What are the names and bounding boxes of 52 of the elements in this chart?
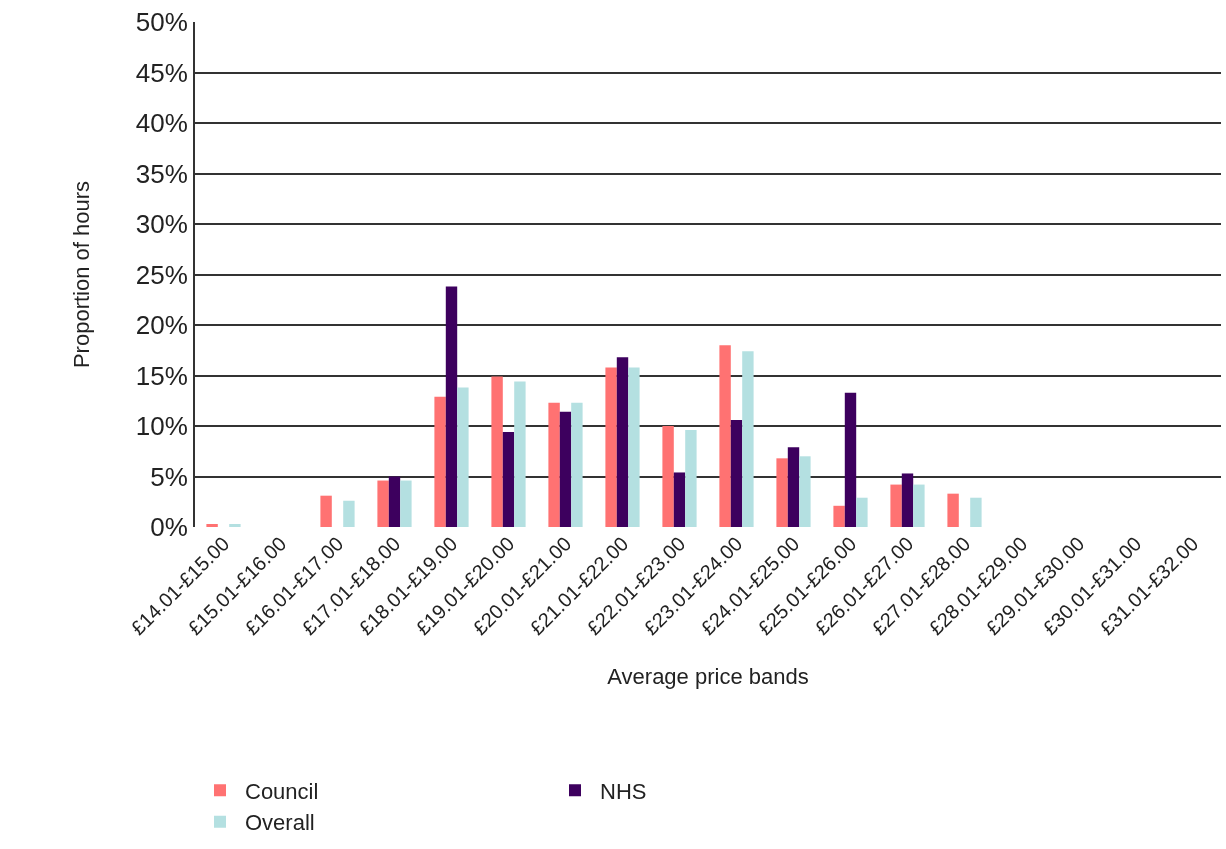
y-tick-label: 15% [135, 360, 188, 391]
bar [559, 411, 572, 527]
bar [890, 484, 902, 527]
y-tick-label: 50% [135, 7, 188, 38]
y-tick-label: 25% [135, 259, 188, 290]
y-tick-label: 35% [135, 158, 188, 189]
bar [605, 367, 617, 527]
y-tick-label: 5% [150, 461, 188, 492]
y-tick-label: 45% [135, 57, 188, 88]
bar [616, 357, 629, 527]
bar [901, 473, 914, 527]
bar [491, 376, 503, 527]
bar [799, 456, 811, 527]
bar [787, 447, 800, 527]
bar [548, 402, 560, 527]
bar [388, 476, 401, 527]
bar [377, 480, 389, 527]
bar [502, 432, 515, 527]
legend-label: Overall [245, 810, 315, 836]
y-tick-label: 0% [150, 512, 188, 543]
bar [685, 430, 697, 527]
bar [856, 497, 868, 527]
y-tick-label: 40% [135, 108, 188, 139]
bar [662, 426, 674, 527]
bar [628, 367, 640, 527]
bar [719, 345, 731, 527]
bar [730, 419, 743, 527]
bar [947, 493, 959, 527]
bar [434, 396, 446, 527]
legend-label: Council [245, 778, 319, 804]
y-tick-label: 20% [135, 310, 188, 341]
y-tick-label: 10% [135, 411, 188, 442]
bar [833, 505, 845, 527]
bar [844, 392, 857, 527]
bar [776, 458, 788, 527]
bar [970, 497, 982, 527]
bar [571, 402, 583, 527]
bar [320, 495, 332, 527]
bar [445, 286, 458, 527]
y-axis-title: Proportion of hours [69, 180, 95, 369]
bar [229, 523, 241, 527]
bar [400, 480, 412, 527]
bar [206, 523, 218, 527]
y-tick-label: 30% [135, 209, 188, 240]
x-axis-title: Average price bands [607, 664, 809, 690]
bar [457, 387, 469, 527]
bar [514, 381, 526, 527]
bar [673, 472, 686, 527]
bar [742, 351, 754, 527]
bar [343, 500, 355, 527]
legend-label: NHS [600, 778, 647, 804]
bar [913, 484, 925, 527]
